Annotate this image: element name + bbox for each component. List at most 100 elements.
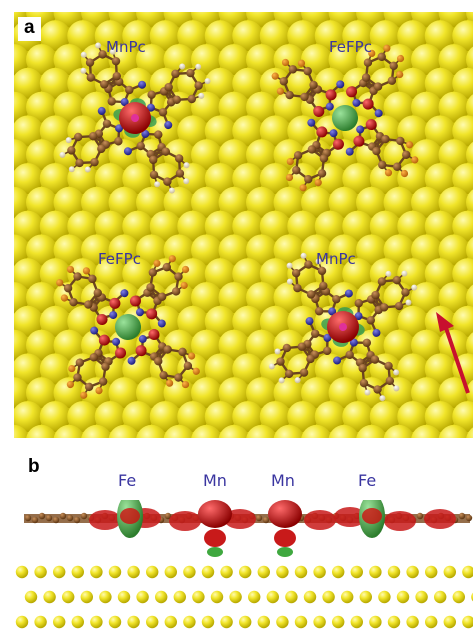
- substrate-atom-side: [257, 615, 270, 629]
- fluorine-atom: [153, 259, 161, 267]
- carbon-atom-side: [52, 516, 60, 524]
- substrate-atom: [246, 139, 277, 171]
- substrate-atom: [0, 330, 2, 361]
- substrate-atom-side: [136, 590, 149, 604]
- substrate-atom: [218, 282, 250, 314]
- substrate-atom: [218, 139, 250, 171]
- fluorine-atom: [271, 72, 279, 80]
- carbon-atom: [88, 274, 97, 284]
- substrate-atom: [204, 305, 236, 337]
- carbon-atom: [67, 146, 76, 155]
- substrate-atom: [438, 282, 470, 314]
- carbon-atom: [372, 146, 381, 156]
- substrate-atom: [14, 305, 44, 337]
- substrate-atom: [259, 258, 291, 290]
- substrate-atom: [53, 424, 85, 438]
- side-label-mn-left: Mn: [203, 471, 227, 490]
- substrate-atom: [14, 171, 16, 186]
- hydrogen-atom: [300, 252, 307, 259]
- carbon-atom: [90, 157, 99, 167]
- nitrogen-atom: [323, 333, 332, 342]
- substrate-atom: [0, 377, 2, 408]
- carbon-atom: [174, 373, 183, 382]
- substrate-atom: [108, 424, 140, 438]
- spin-density-blob: [115, 347, 127, 359]
- carbon-atom: [309, 80, 318, 90]
- nitrogen-atom: [374, 109, 383, 118]
- substrate-atom: [53, 234, 85, 266]
- substrate-atom: [149, 401, 181, 433]
- hydrogen-atom: [80, 51, 87, 58]
- carbon-atom-side: [24, 514, 32, 522]
- fluorine-atom: [68, 364, 76, 373]
- mnpc-molecule: [59, 42, 211, 194]
- substrate-atom-side: [303, 590, 317, 604]
- substrate-atom-side: [90, 565, 103, 579]
- carbon-atom: [187, 94, 197, 104]
- substrate-atom: [314, 20, 346, 52]
- carbon-atom: [288, 65, 298, 74]
- substrate-atom: [122, 163, 154, 195]
- substrate-atom: [14, 219, 16, 234]
- carbon-atom: [373, 385, 382, 394]
- carbon-atom: [362, 338, 372, 347]
- substrate-atom: [150, 0, 181, 4]
- substrate-atom: [53, 377, 85, 409]
- hydrogen-atom: [379, 395, 386, 402]
- carbon-atom: [282, 343, 292, 353]
- substrate-atom-side: [313, 615, 326, 629]
- substrate-atom: [14, 314, 16, 329]
- nitrogen-atom: [90, 326, 99, 335]
- substrate-atom: [232, 258, 264, 290]
- substrate-atom: [259, 305, 291, 337]
- substrate-atom: [438, 329, 470, 361]
- substrate-atom: [246, 234, 277, 266]
- substrate-atom: [14, 163, 44, 195]
- nitrogen-atom: [135, 308, 144, 317]
- carbon-atom: [379, 303, 389, 312]
- fluorine-atom: [299, 184, 307, 192]
- direction-arrow-head: [436, 312, 454, 332]
- carbon-atom: [323, 346, 332, 356]
- carbon-atom: [75, 158, 84, 168]
- substrate-atom: [328, 186, 360, 218]
- substrate-atom: [301, 186, 332, 218]
- nitrogen-atom: [333, 356, 342, 365]
- substrate-atom: [14, 409, 16, 424]
- molecule-label-top-right: FeFPc: [329, 38, 372, 56]
- mn-green-lobe: [277, 547, 293, 557]
- substrate-atom-side: [24, 590, 38, 604]
- substrate-atom-side: [425, 565, 438, 579]
- substrate-atom: [424, 115, 456, 147]
- fluorine-atom: [396, 70, 404, 79]
- substrate-atom: [53, 44, 85, 76]
- substrate-atom-side: [192, 590, 205, 604]
- carbon-atom: [370, 355, 380, 364]
- carbon-atom: [392, 275, 402, 285]
- substrate-atom: [26, 282, 57, 314]
- carbon-atom: [146, 283, 155, 292]
- nitrogen-atom: [352, 98, 361, 107]
- substrate-atom: [67, 20, 99, 52]
- fluorine-atom: [405, 141, 414, 149]
- substrate-atom: [163, 44, 195, 76]
- fluorine-atom: [286, 157, 294, 166]
- substrate-atom-side: [117, 590, 131, 604]
- substrate-atom: [26, 44, 57, 76]
- carbon-atom: [293, 283, 302, 293]
- substrate-atom-side: [239, 615, 252, 629]
- carbon-atom: [84, 300, 93, 309]
- substrate-atom: [14, 44, 30, 76]
- nitrogen-atom: [120, 289, 129, 298]
- substrate-atom: [39, 115, 71, 147]
- carbon-atom-side: [59, 512, 67, 520]
- carbon-atom: [171, 287, 181, 296]
- spin-density-blob: [135, 345, 147, 357]
- substrate-atom: [67, 0, 98, 4]
- carbon-atom: [378, 160, 387, 170]
- substrate-atom: [397, 67, 429, 99]
- substrate-atom-side: [15, 615, 29, 629]
- carbon-atom-side: [465, 514, 473, 522]
- substrate-atom: [122, 0, 153, 4]
